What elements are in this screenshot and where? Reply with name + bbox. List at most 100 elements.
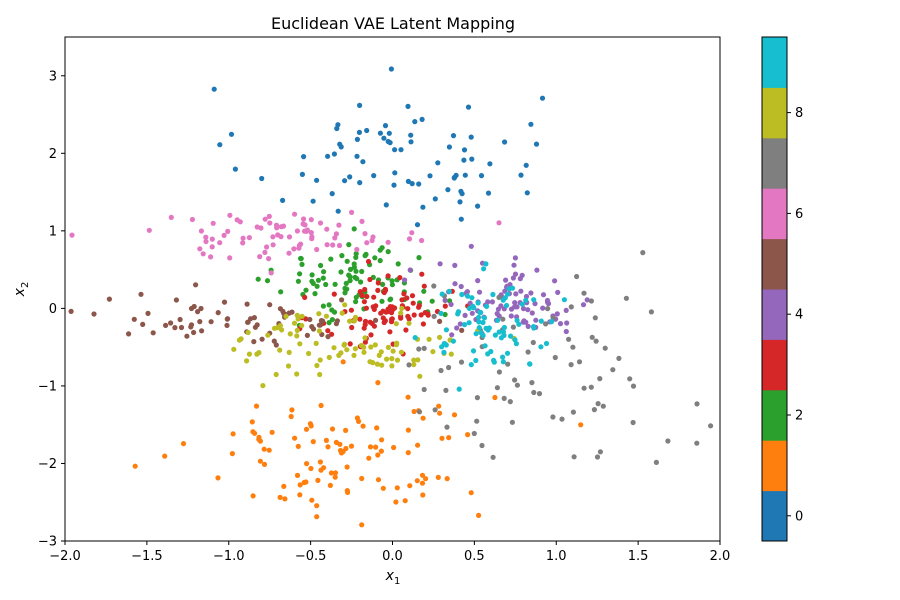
scatter-point-class-6 [270, 242, 276, 248]
scatter-point-class-8 [351, 352, 357, 358]
scatter-point-class-0 [457, 199, 463, 205]
scatter-point-class-2 [278, 289, 284, 295]
scatter-point-class-8 [398, 310, 404, 316]
scatter-point-class-1 [415, 442, 421, 448]
y-axis-label: x2 [12, 282, 31, 298]
scatter-point-class-4 [503, 277, 509, 283]
scatter-point-class-7 [552, 354, 558, 361]
scatter-point-class-5 [339, 297, 345, 303]
scatter-point-class-2 [380, 281, 386, 287]
scatter-point-class-4 [525, 307, 531, 313]
scatter-point-class-1 [380, 485, 386, 491]
chart-title: Euclidean VAE Latent Mapping [271, 14, 515, 33]
scatter-point-class-1 [289, 407, 295, 413]
scatter-point-class-0 [386, 130, 392, 136]
scatter-point-class-1 [411, 408, 417, 415]
scatter-point-class-2 [351, 264, 357, 270]
scatter-point-class-1 [328, 470, 334, 476]
scatter-point-class-0 [533, 141, 540, 147]
scatter-point-class-8 [287, 331, 293, 337]
scatter-point-class-4 [511, 262, 517, 268]
scatter-point-class-6 [210, 220, 216, 226]
scatter-point-class-2 [320, 303, 326, 309]
scatter-point-class-6 [301, 216, 307, 222]
scatter-point-class-3 [365, 258, 372, 265]
scatter-point-class-1 [468, 490, 474, 496]
x-axis-label-sub: 1 [394, 576, 400, 587]
scatter-point-class-0 [371, 173, 377, 179]
y-tick-label: 3 [49, 69, 57, 84]
scatter-point-class-7 [536, 391, 543, 397]
scatter-point-class-5 [208, 319, 214, 325]
scatter-point-class-1 [435, 474, 441, 480]
scatter-point-class-1 [446, 435, 452, 441]
scatter-point-class-7 [630, 419, 636, 426]
scatter-point-class-0 [528, 121, 534, 127]
scatter-point-class-0 [382, 123, 389, 129]
scatter-point-class-3 [390, 307, 396, 313]
scatter-point-class-0 [377, 130, 383, 136]
scatter-point-class-4 [584, 297, 590, 303]
scatter-point-class-4 [475, 278, 481, 284]
scatter-point-class-6 [308, 217, 314, 223]
scatter-point-class-9 [468, 362, 474, 368]
scatter-point-class-1 [419, 472, 426, 478]
scatter-point-class-6 [308, 230, 314, 236]
scatter-point-class-1 [253, 403, 260, 409]
scatter-point-class-1 [375, 477, 382, 483]
scatter-point-class-8 [393, 342, 400, 348]
scatter-point-class-7 [507, 399, 513, 405]
scatter-point-class-7 [600, 403, 606, 409]
scatter-point-class-8 [411, 361, 417, 368]
scatter-point-class-0 [299, 171, 305, 177]
scatter-point-class-7 [496, 369, 502, 375]
scatter-point-class-5 [252, 324, 258, 330]
scatter-point-class-9 [476, 325, 482, 331]
scatter-point-class-7 [665, 438, 671, 444]
scatter-point-class-6 [330, 242, 336, 248]
scatter-point-class-7 [630, 383, 637, 389]
scatter-point-class-4 [454, 325, 460, 331]
scatter-point-class-2 [329, 307, 335, 313]
colorbar-segment-4 [762, 289, 787, 340]
scatter-point-class-0 [357, 180, 363, 186]
scatter-point-class-5 [188, 305, 195, 312]
scatter-point-class-6 [198, 228, 204, 234]
scatter-point-class-9 [469, 295, 475, 301]
scatter-point-class-2 [388, 296, 394, 302]
x-tick-label: −1.5 [131, 549, 163, 564]
scatter-point-class-2 [362, 253, 368, 259]
scatter-point-class-5 [199, 328, 205, 334]
scatter-point-class-5 [177, 316, 183, 323]
scatter-point-class-1 [378, 448, 384, 454]
scatter-point-class-2 [347, 266, 354, 272]
scatter-point-class-7 [640, 250, 646, 256]
scatter-point-class-1 [476, 512, 482, 519]
scatter-point-class-5 [325, 334, 331, 340]
scatter-point-class-1 [261, 461, 268, 467]
scatter-point-class-7 [648, 309, 655, 315]
scatter-point-class-6 [302, 222, 308, 228]
scatter-point-class-1 [269, 429, 275, 435]
scatter-point-class-8 [390, 348, 396, 354]
scatter-point-class-9 [538, 344, 544, 350]
scatter-point-class-3 [325, 328, 331, 334]
scatter-point-class-1 [393, 499, 399, 505]
scatter-point-class-9 [500, 354, 506, 360]
scatter-point-class-9 [465, 293, 471, 299]
scatter-point-class-9 [485, 351, 491, 357]
scatter-point-class-7 [623, 295, 630, 301]
scatter-point-class-1 [332, 474, 338, 480]
scatter-point-class-1 [292, 435, 298, 441]
scatter-point-class-5 [150, 330, 156, 336]
scatter-point-class-6 [278, 234, 284, 240]
scatter-point-class-7 [593, 338, 599, 344]
scatter-point-class-6 [274, 225, 280, 231]
scatter-point-class-6 [240, 240, 246, 246]
scatter-point-class-1 [303, 426, 310, 432]
scatter-point-class-2 [295, 278, 301, 284]
scatter-point-class-2 [379, 298, 385, 304]
colorbar-segment-2 [762, 389, 787, 441]
x-tick-label: −2.0 [49, 549, 81, 564]
